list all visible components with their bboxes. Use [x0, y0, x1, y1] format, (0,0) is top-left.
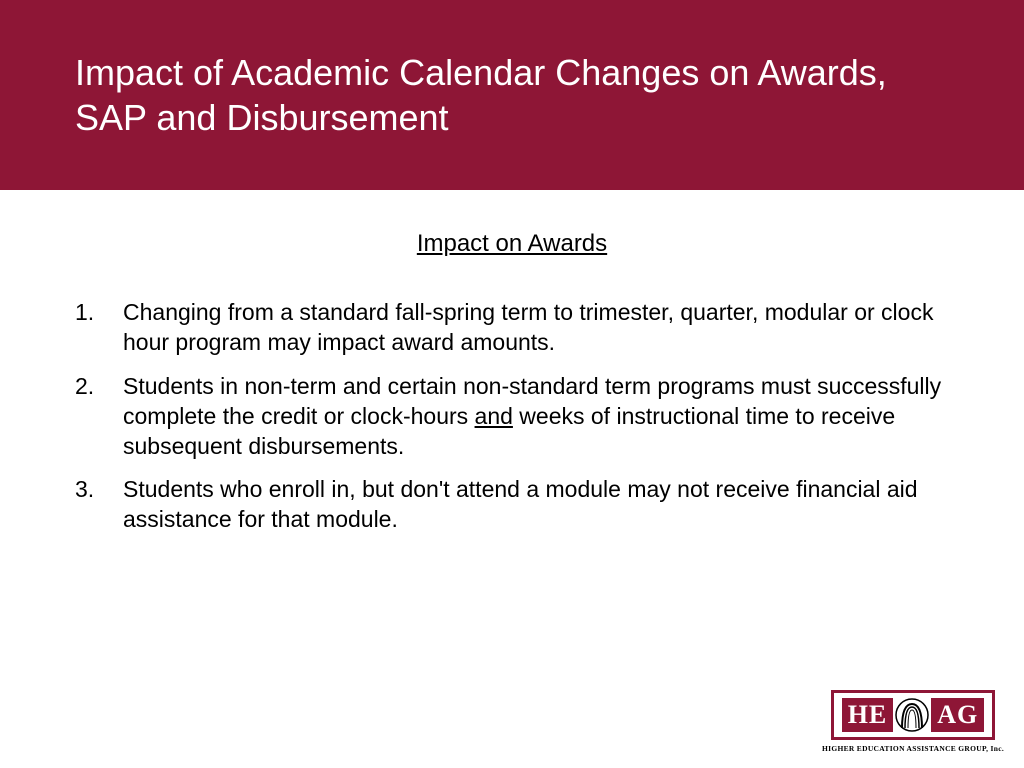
logo-caption: HIGHER EDUCATION ASSISTANCE GROUP, Inc.	[822, 744, 1004, 753]
slide-content: Impact on Awards Changing from a standar…	[0, 190, 1024, 569]
list-item: Students who enroll in, but don't attend…	[75, 475, 949, 535]
logo-box: HE AG	[831, 690, 996, 740]
list-item: Changing from a standard fall-spring ter…	[75, 298, 949, 358]
item-text: Students who enroll in, but don't attend…	[123, 476, 918, 532]
logo-text-left: HE	[842, 698, 894, 732]
item-text: Changing from a standard fall-spring ter…	[123, 299, 933, 355]
points-list: Changing from a standard fall-spring ter…	[75, 298, 949, 535]
list-item: Students in non-term and certain non-sta…	[75, 372, 949, 462]
logo-arch-icon	[895, 698, 929, 732]
content-subtitle: Impact on Awards	[75, 230, 949, 258]
item-text-underlined: and	[475, 403, 513, 429]
logo-text-right: AG	[931, 698, 984, 732]
heag-logo: HE AG HIGHER EDUCATION ASSISTANCE GROUP,…	[822, 690, 1004, 753]
slide-title: Impact of Academic Calendar Changes on A…	[75, 50, 964, 140]
slide-header: Impact of Academic Calendar Changes on A…	[0, 0, 1024, 190]
